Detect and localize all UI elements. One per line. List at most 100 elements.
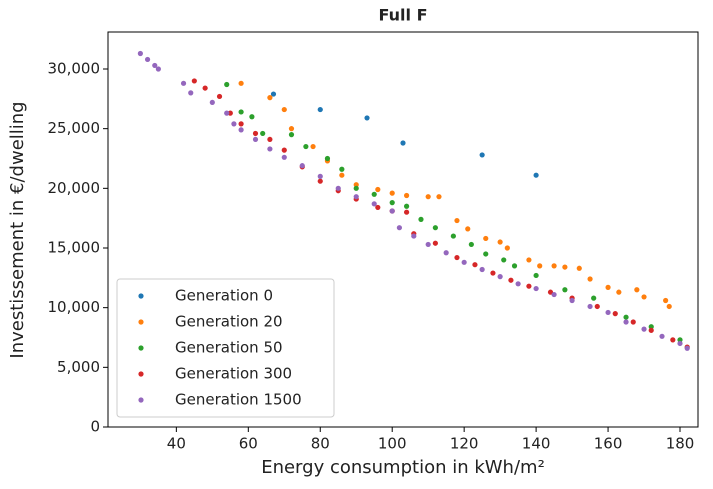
y-tick-label: 20,000	[48, 179, 101, 197]
point	[202, 85, 208, 91]
x-tick-label: 120	[450, 435, 479, 453]
point	[684, 345, 690, 351]
legend-marker	[138, 397, 144, 403]
x-tick-label: 60	[239, 435, 258, 453]
point	[666, 303, 672, 310]
point	[288, 132, 295, 138]
point	[389, 190, 395, 196]
point	[260, 130, 266, 137]
point	[594, 303, 600, 310]
point	[634, 287, 640, 293]
point	[515, 281, 521, 287]
point	[533, 285, 539, 292]
legend-marker	[138, 319, 144, 325]
point	[403, 192, 410, 199]
point	[483, 251, 489, 257]
point	[497, 274, 503, 280]
y-tick-label: 5,000	[57, 358, 100, 376]
point	[339, 166, 345, 172]
point	[623, 319, 629, 325]
point	[364, 115, 370, 121]
chart-title: Full F	[379, 6, 428, 25]
point	[403, 209, 410, 215]
point	[209, 99, 215, 106]
point	[396, 225, 403, 231]
x-tick-label: 140	[522, 435, 551, 453]
point	[191, 78, 197, 84]
point	[270, 91, 277, 97]
point	[479, 152, 485, 158]
legend-marker	[138, 293, 144, 299]
point	[436, 194, 442, 200]
point	[317, 106, 323, 113]
point	[497, 239, 503, 245]
point	[425, 241, 431, 248]
point	[432, 240, 438, 246]
point	[425, 194, 431, 200]
point	[400, 140, 406, 146]
x-tick-label: 160	[594, 435, 623, 453]
point	[155, 66, 161, 72]
point	[317, 178, 323, 184]
point	[612, 311, 618, 317]
point	[267, 146, 273, 152]
point	[443, 250, 449, 256]
point	[587, 276, 593, 282]
point	[508, 277, 514, 283]
legend-label: Generation 1500	[175, 391, 302, 409]
point	[587, 303, 593, 310]
point	[677, 337, 683, 343]
point	[403, 203, 410, 209]
point	[152, 62, 158, 69]
point	[677, 340, 683, 347]
point	[533, 172, 539, 178]
legend-label: Generation 0	[175, 287, 273, 305]
point	[238, 121, 244, 127]
point	[137, 50, 143, 57]
point	[591, 295, 597, 301]
point	[371, 191, 377, 197]
point	[252, 136, 259, 143]
legend-label: Generation 300	[175, 365, 292, 383]
plot-frame	[107, 31, 699, 428]
point	[238, 127, 244, 133]
point	[252, 130, 259, 137]
point	[389, 208, 395, 214]
x-tick-label: 80	[311, 435, 330, 453]
y-tick-label: 25,000	[48, 119, 101, 137]
point	[353, 182, 359, 188]
point	[227, 110, 233, 116]
x-tick-label: 100	[378, 435, 407, 453]
point	[454, 217, 460, 224]
point	[468, 241, 474, 248]
y-axis-label: Investissement in €/dwelling	[7, 101, 28, 358]
point	[188, 90, 194, 96]
point	[630, 319, 636, 325]
point	[663, 297, 669, 304]
point	[576, 265, 582, 271]
point	[569, 297, 575, 304]
point	[389, 200, 395, 206]
legend-box	[116, 278, 335, 418]
point	[310, 143, 316, 150]
point	[418, 216, 424, 222]
point	[641, 294, 647, 300]
x-tick-label: 180	[666, 435, 695, 453]
point	[483, 235, 489, 242]
y-tick-label: 0	[90, 418, 100, 436]
point	[353, 194, 359, 200]
legend-marker	[138, 371, 144, 377]
point	[616, 289, 622, 295]
point	[454, 254, 460, 261]
point	[450, 233, 456, 239]
point	[648, 324, 654, 330]
point	[432, 225, 438, 231]
point	[371, 201, 377, 207]
x-tick-label: 40	[167, 435, 186, 453]
legend-label: Generation 20	[175, 313, 283, 331]
point	[303, 143, 309, 150]
point	[249, 114, 255, 120]
point	[231, 121, 237, 127]
x-axis-label: Energy consumption in kWh/m²	[261, 457, 545, 478]
